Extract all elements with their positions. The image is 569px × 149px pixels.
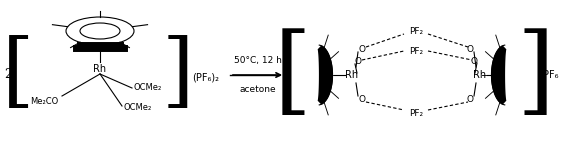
Text: ]: ]	[517, 28, 555, 122]
Text: 2: 2	[4, 69, 12, 82]
Text: [: [	[2, 34, 34, 114]
Text: acetone: acetone	[239, 85, 276, 94]
Text: Rh: Rh	[345, 70, 358, 80]
Text: PF₂: PF₂	[409, 46, 423, 55]
Text: ]: ]	[162, 34, 194, 114]
Text: (PF₆)₂: (PF₆)₂	[192, 72, 219, 82]
Text: 50°C, 12 h: 50°C, 12 h	[233, 56, 282, 65]
Text: PF₂: PF₂	[409, 108, 423, 118]
Polygon shape	[492, 46, 506, 104]
Text: O: O	[467, 94, 473, 104]
Text: PF₂: PF₂	[409, 27, 423, 35]
Text: OCMe₂: OCMe₂	[134, 83, 162, 93]
Text: O: O	[354, 56, 361, 66]
Text: O: O	[467, 45, 473, 53]
Text: O: O	[471, 56, 477, 66]
Text: OCMe₂: OCMe₂	[124, 104, 152, 112]
Text: Me₂CO: Me₂CO	[30, 97, 58, 107]
Text: O: O	[358, 45, 365, 53]
Polygon shape	[319, 46, 332, 104]
Text: Rh: Rh	[93, 64, 106, 74]
Text: Rh: Rh	[473, 70, 486, 80]
Text: [: [	[274, 28, 312, 122]
Text: PF₆: PF₆	[543, 70, 559, 80]
Text: O: O	[358, 94, 365, 104]
